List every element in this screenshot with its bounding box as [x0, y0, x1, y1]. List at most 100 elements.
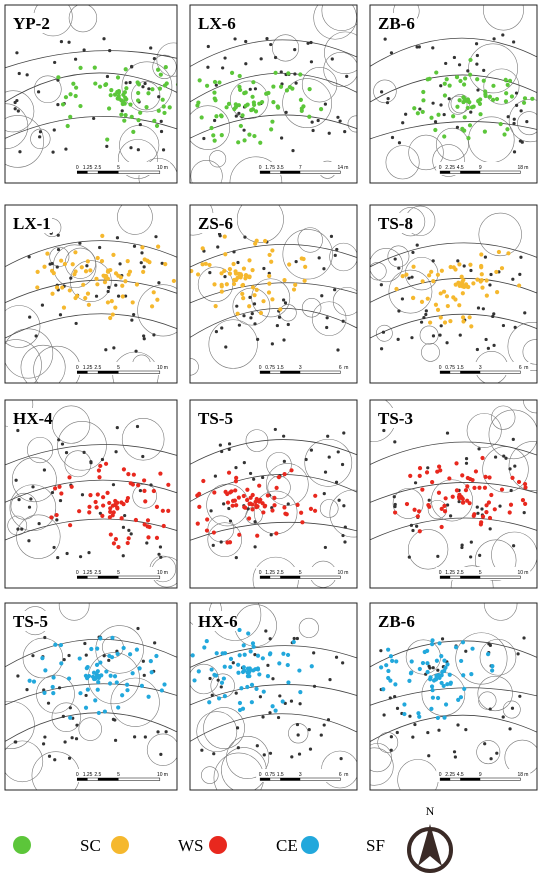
plant-dot: [212, 138, 217, 143]
other-plant: [113, 738, 118, 742]
plant-dot: [475, 277, 480, 282]
other-plant: [442, 112, 446, 117]
plant-dot: [53, 642, 58, 647]
plant-dot: [226, 470, 232, 475]
path-edge: [5, 115, 177, 139]
plant-dot: [125, 259, 130, 264]
other-plant: [306, 41, 310, 45]
plant-dot: [425, 296, 430, 301]
plant-dot: [237, 700, 243, 706]
tree-canopy: [236, 205, 284, 243]
panel-border: [4, 4, 178, 184]
other-plant: [149, 483, 153, 487]
scale-label: 2.25: [445, 772, 455, 778]
scale-segment: [260, 778, 271, 781]
other-plant: [98, 511, 102, 515]
plant-dot: [451, 114, 456, 119]
tree-canopy: [121, 61, 173, 113]
other-plant: [413, 481, 418, 485]
tree-canopy: [208, 319, 258, 369]
plant-dot: [241, 493, 246, 499]
other-plant: [16, 109, 20, 113]
plant-dot: [459, 658, 464, 664]
plant-dot: [211, 133, 216, 138]
other-plant: [483, 255, 488, 259]
plant-dot: [412, 106, 417, 111]
north-label: N: [426, 804, 435, 818]
plant-dot: [103, 82, 108, 88]
other-plant: [292, 636, 296, 641]
other-plant: [139, 261, 143, 265]
path-edge: [190, 713, 357, 743]
other-plant: [124, 81, 128, 85]
plant-dot: [88, 268, 93, 273]
plant-dot: [241, 643, 246, 648]
plant-dot: [470, 646, 475, 651]
plant-dot: [284, 88, 290, 93]
plant-dot: [155, 67, 161, 72]
plant-dot: [481, 78, 486, 83]
plant-dot: [434, 70, 439, 75]
other-plant: [129, 146, 133, 150]
tree-canopy: [304, 438, 353, 487]
plant-dot: [285, 662, 290, 668]
plant-dot: [285, 652, 291, 658]
plant-dot: [419, 299, 425, 304]
plant-dot: [217, 80, 222, 85]
plant-dot: [425, 648, 430, 653]
other-plant: [475, 505, 479, 509]
other-plant: [343, 525, 347, 529]
scale-label: 6: [519, 365, 522, 371]
other-plant: [13, 107, 17, 111]
other-plant: [319, 733, 323, 737]
plant-dot: [281, 651, 286, 656]
map-content: [370, 205, 537, 383]
tree-canopy: [407, 529, 449, 570]
other-plant: [312, 651, 316, 655]
scale-label: 0: [439, 772, 442, 778]
plant-dot: [430, 688, 435, 693]
plant-dot: [139, 683, 145, 688]
tree-canopy: [196, 711, 238, 753]
plant-dot: [313, 493, 318, 498]
plant-dot: [421, 98, 426, 103]
scale-unit: m: [524, 570, 528, 576]
plant-dot: [144, 105, 149, 110]
other-plant: [512, 150, 517, 154]
tree-canopy: [16, 514, 61, 559]
other-plant: [501, 715, 505, 719]
plant-dot: [435, 715, 440, 721]
other-plant: [69, 276, 73, 280]
other-plant: [128, 80, 132, 85]
panel-bg: [5, 603, 177, 790]
tree-canopy: [323, 52, 357, 87]
plant-dot: [462, 115, 467, 120]
plant-dot: [94, 662, 100, 667]
plant-dot: [148, 659, 153, 664]
scale-label: 2.5: [94, 772, 101, 778]
plant-dot: [98, 660, 103, 665]
other-plant: [293, 72, 297, 76]
plant-dot: [487, 94, 493, 99]
panel-border: [189, 204, 358, 384]
plant-dot: [439, 680, 444, 686]
other-plant: [130, 318, 134, 322]
plant-dot: [77, 656, 82, 661]
plant-dot: [207, 262, 212, 268]
plant-dot: [85, 291, 91, 296]
scale-segment: [260, 576, 271, 579]
other-plant: [407, 276, 411, 280]
other-plant: [516, 652, 520, 656]
plant-dot: [160, 97, 165, 102]
plant-dot: [85, 259, 90, 264]
scale-label: 5: [299, 570, 302, 576]
plant-dot: [247, 304, 252, 309]
plant-dot: [160, 508, 165, 513]
plant-dot: [65, 123, 70, 129]
other-plant: [120, 109, 124, 113]
plant-dot: [457, 98, 462, 103]
other-plant: [478, 553, 482, 558]
plant-dot: [460, 473, 465, 478]
plant-dot: [282, 277, 287, 283]
other-plant: [132, 244, 137, 248]
